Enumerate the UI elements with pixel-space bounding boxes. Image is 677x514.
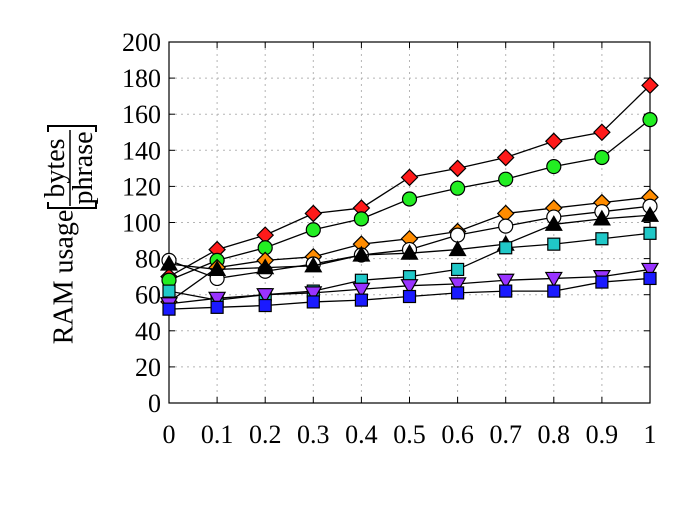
- data-point: [162, 284, 176, 298]
- data-point: [304, 204, 323, 223]
- data-point: [547, 237, 561, 251]
- y-tick-label: 0: [148, 389, 161, 418]
- series-1: [160, 76, 659, 286]
- data-point: [448, 159, 467, 178]
- y-axis-label-denominator: phrase: [68, 131, 99, 204]
- data-point: [354, 293, 368, 307]
- y-tick-label: 140: [122, 136, 161, 165]
- data-point: [401, 191, 418, 207]
- data-point: [643, 271, 657, 286]
- x-tick-label: 0.8: [538, 420, 571, 449]
- grid: [169, 42, 650, 403]
- y-axis-label-numerator: bytes: [40, 138, 71, 197]
- data-point: [547, 284, 561, 298]
- data-point: [400, 279, 419, 295]
- data-point: [400, 168, 419, 187]
- data-point: [450, 180, 466, 196]
- data-point: [353, 211, 369, 227]
- x-tick-label: 0.1: [201, 420, 234, 449]
- data-point: [544, 132, 563, 151]
- axis-ticks: 0 0.1 0.2 0.3 0.4 0.5 0.6 0.7 0.8 0.9 1 0 20 40 60 80 10…: [122, 28, 657, 449]
- data-point: [640, 206, 660, 222]
- x-tick-label: 1: [644, 420, 657, 449]
- data-point: [595, 232, 609, 246]
- y-tick-label: 180: [122, 64, 161, 93]
- data-point: [448, 240, 467, 257]
- data-point: [544, 271, 563, 288]
- data-point: [640, 262, 660, 279]
- y-axis-label: RAM usage bytes phrase: [40, 125, 99, 345]
- data-point: [352, 245, 371, 262]
- x-tick-label: 0.4: [345, 420, 378, 449]
- x-tick-label: 0.5: [393, 420, 426, 449]
- data-point: [162, 302, 176, 316]
- y-tick-label: 80: [135, 245, 161, 274]
- series-5: [159, 206, 660, 277]
- data-point: [258, 298, 272, 313]
- y-tick-label: 200: [122, 28, 161, 57]
- data-point: [256, 288, 275, 304]
- data-point: [256, 258, 275, 275]
- y-tick-label: 60: [135, 281, 161, 310]
- x-tick-label: 0.9: [586, 420, 619, 449]
- y-label-right-bracket: [47, 125, 97, 132]
- series-2: [161, 112, 658, 288]
- data-point: [448, 277, 467, 294]
- data-point: [643, 226, 657, 240]
- data-point: [208, 291, 227, 308]
- y-tick-label: 20: [135, 353, 161, 382]
- data-point: [498, 171, 514, 187]
- y-axis-label-prefix: RAM usage: [48, 210, 79, 345]
- data-point: [159, 254, 179, 271]
- x-tick-label: 0.7: [489, 420, 522, 449]
- data-point: [499, 284, 513, 298]
- data-point: [400, 243, 419, 260]
- data-point: [593, 123, 611, 142]
- data-point: [546, 158, 562, 175]
- data-point: [496, 273, 515, 290]
- data-point: [595, 275, 609, 289]
- series-group: [159, 76, 660, 316]
- data-point: [594, 149, 610, 166]
- data-point: [450, 227, 466, 243]
- data-point: [451, 286, 465, 300]
- data-point: [499, 241, 513, 255]
- data-point: [642, 112, 658, 128]
- y-label-left-bracket: [47, 202, 97, 209]
- data-point: [306, 295, 320, 309]
- y-tick-label: 100: [122, 209, 161, 238]
- data-point: [496, 148, 515, 167]
- data-point: [544, 215, 563, 231]
- y-tick-label: 160: [122, 100, 161, 129]
- x-tick-label: 0.2: [249, 420, 282, 449]
- x-tick-label: 0.3: [297, 420, 330, 449]
- data-point: [451, 262, 465, 277]
- y-tick-label: 120: [122, 172, 161, 201]
- series-8: [162, 271, 657, 316]
- data-point: [304, 286, 323, 303]
- data-point: [210, 300, 224, 314]
- x-tick-label: 0: [163, 420, 176, 449]
- data-point: [592, 209, 611, 226]
- data-point: [208, 260, 227, 277]
- data-point: [402, 289, 417, 304]
- data-point: [352, 282, 371, 299]
- y-tick-label: 40: [135, 317, 161, 346]
- x-tick-label: 0.6: [441, 420, 474, 449]
- data-point: [304, 256, 323, 273]
- data-point: [498, 218, 514, 234]
- data-point: [305, 222, 321, 238]
- data-point: [641, 76, 659, 95]
